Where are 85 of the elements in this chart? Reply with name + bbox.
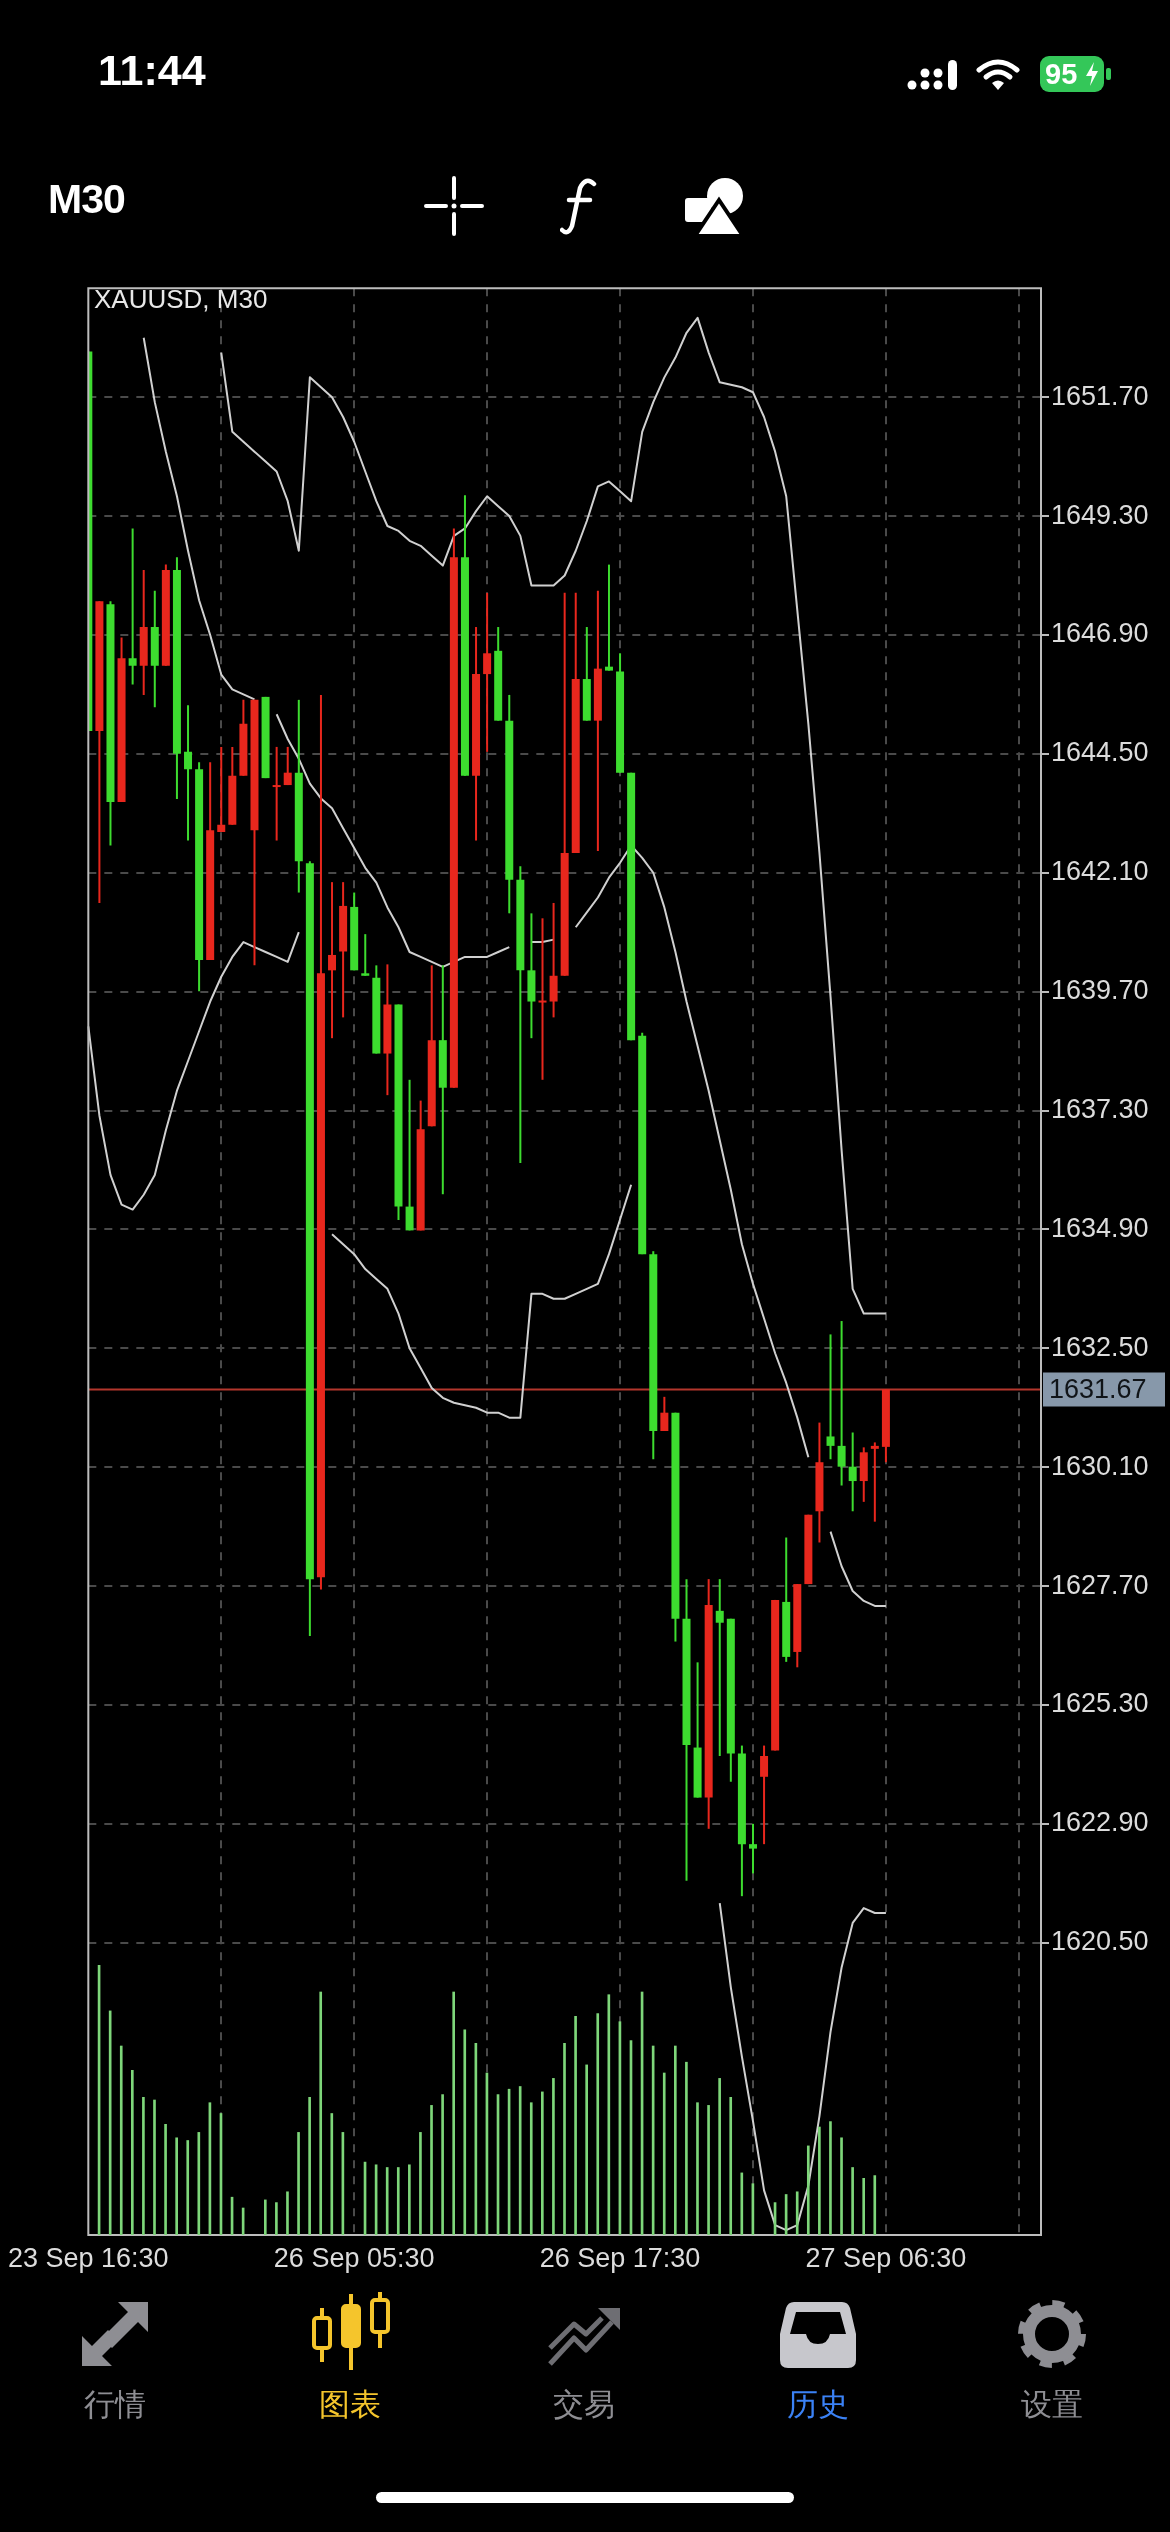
bar (408, 2164, 411, 2235)
bar (818, 2126, 821, 2235)
bar (119, 2045, 123, 2235)
text: M30 (48, 176, 125, 223)
y-tick-label: 1632.50 (1051, 1331, 1149, 1362)
bar (186, 2140, 190, 2235)
bar (297, 2132, 300, 2235)
candlestick (715, 1579, 724, 1756)
bar (142, 2096, 145, 2235)
y-tick-label: 1651.70 (1051, 380, 1149, 411)
bar (153, 2099, 156, 2235)
bar (607, 1994, 611, 2235)
bar (308, 2096, 311, 2235)
bar (529, 2102, 533, 2235)
candlestick (870, 1442, 879, 1522)
bar (330, 2113, 334, 2235)
y-tick-label: 1639.70 (1051, 975, 1149, 1006)
bar (419, 2132, 422, 2235)
bar (541, 2091, 544, 2235)
y-tick-label: 1642.10 (1051, 856, 1149, 887)
text: 交易 (552, 2386, 616, 2424)
candlestick (272, 746, 281, 841)
bar (673, 2045, 677, 2235)
candlestick (328, 882, 337, 1039)
candlestick (538, 918, 547, 1080)
bar (585, 2064, 588, 2235)
bar (385, 2167, 389, 2235)
y-tick-label: 1634.90 (1051, 1212, 1149, 1243)
y-tick-label: 1646.90 (1051, 618, 1149, 649)
bar (175, 2137, 178, 2235)
bar (851, 2167, 854, 2235)
bar (131, 2069, 134, 2235)
bar (795, 2191, 799, 2235)
bar (685, 2061, 688, 2235)
bar (829, 2121, 832, 2235)
bar (840, 2137, 843, 2235)
x-tick-label: 26 Sep 05:30 (273, 2242, 435, 2273)
bar (596, 2013, 600, 2235)
bar (197, 2132, 201, 2235)
bar (718, 2078, 721, 2235)
bar (552, 2078, 555, 2235)
text: 11:44 (98, 46, 206, 95)
bar (463, 2029, 467, 2235)
bar (275, 2202, 278, 2235)
bar (430, 2105, 433, 2235)
y-tick-label: 1627.70 (1051, 1569, 1149, 1600)
candlestick (361, 934, 370, 976)
y-tick-label: 1644.50 (1051, 737, 1149, 768)
bar (662, 2072, 666, 2235)
bar (707, 2105, 710, 2235)
x-tick-label: 27 Sep 06:30 (805, 2242, 967, 2273)
bar (452, 1991, 456, 2235)
y-tick-label: 1625.30 (1051, 1688, 1149, 1719)
y-tick-label: 1620.50 (1051, 1926, 1149, 1957)
bar (263, 2199, 267, 2235)
chart-title: XAUUSD, M30 (94, 284, 268, 315)
candlestick (217, 746, 226, 833)
bar (518, 2086, 522, 2235)
text: 历史 (786, 2386, 850, 2424)
candlestick (604, 564, 613, 671)
y-tick-label: 1630.10 (1051, 1450, 1149, 1481)
bar (574, 2015, 577, 2235)
bar (563, 2042, 566, 2235)
text: 图表 (318, 2386, 382, 2424)
bar (319, 1991, 323, 2235)
bar (740, 2172, 744, 2235)
y-tick-label: 1622.90 (1051, 1807, 1149, 1838)
candlestick (128, 528, 137, 685)
y-tick-label: 1637.30 (1051, 1093, 1149, 1124)
y-tick-label: 1649.30 (1051, 499, 1149, 530)
bar (873, 2175, 877, 2235)
bar (862, 2177, 866, 2235)
text: 行情 (83, 2386, 147, 2424)
bar (396, 2167, 400, 2235)
bar (286, 2191, 289, 2235)
bar (729, 2096, 733, 2235)
bar (164, 2123, 167, 2235)
text: 设置 (1020, 2386, 1084, 2424)
ref-line-label: 1631.67 (1049, 1373, 1147, 1404)
x-tick-label: 26 Sep 17:30 (539, 2242, 701, 2273)
bar (806, 2145, 810, 2235)
bar (696, 2102, 699, 2235)
candlestick (826, 1334, 835, 1460)
bar (441, 2094, 444, 2235)
x-tick-label: 23 Sep 16:30 (7, 2242, 169, 2273)
